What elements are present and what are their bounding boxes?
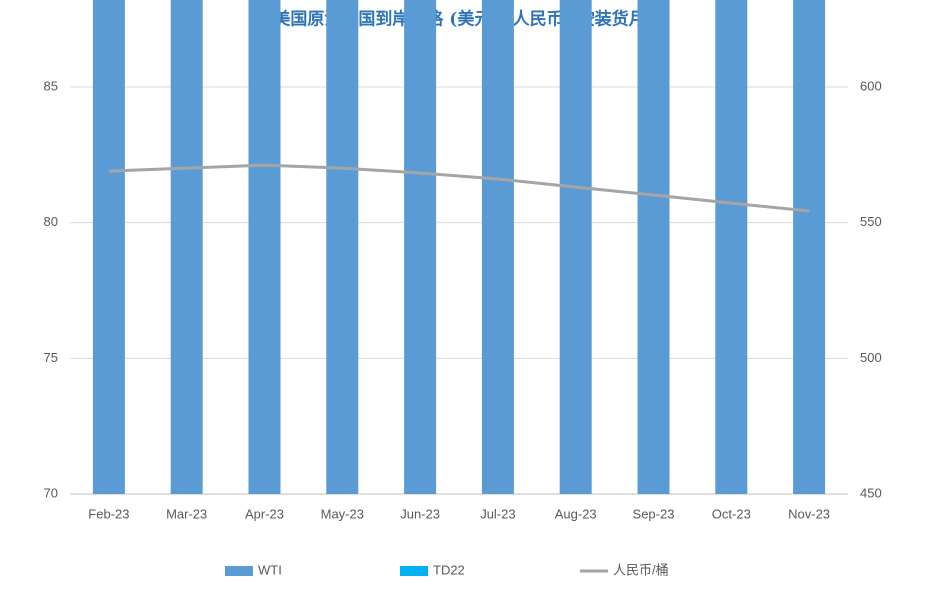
y-tick-label: 70 [44, 485, 58, 500]
x-tick-label: Oct-23 [712, 506, 751, 521]
legend-label: TD22 [433, 562, 465, 577]
x-tick-label: Sep-23 [633, 506, 675, 521]
x-tick-label: Apr-23 [245, 506, 284, 521]
y-tick-label: 75 [44, 350, 58, 365]
x-tick-label: Aug-23 [555, 506, 597, 521]
bar-segment [793, 0, 826, 494]
bar-segment [715, 0, 748, 494]
y-tick-label: 80 [44, 214, 58, 229]
legend-swatch [400, 566, 428, 576]
y2-tick-label: 550 [860, 214, 882, 229]
y2-tick-label: 450 [860, 485, 882, 500]
legend-label: 人民币/桶 [613, 562, 669, 577]
line-series [108, 163, 810, 213]
x-tick-label: Mar-23 [166, 506, 207, 521]
y2-tick-label: 600 [860, 78, 882, 93]
bar-segment [248, 0, 281, 494]
bar-segment [404, 0, 437, 494]
bar-segment [326, 0, 359, 495]
x-tick-label: Nov-23 [788, 506, 830, 521]
y2-tick-label: 500 [860, 350, 882, 365]
x-tick-label: Jul-23 [480, 506, 515, 521]
bar-segment [637, 0, 670, 494]
y-tick-label: 85 [44, 78, 58, 93]
x-tick-label: Jun-23 [400, 506, 440, 521]
x-tick-label: Feb-23 [88, 506, 129, 521]
x-tick-label: May-23 [321, 506, 364, 521]
bar-segment [559, 0, 592, 494]
legend-label: WTI [258, 562, 282, 577]
bar-segment [170, 0, 203, 494]
legend-swatch [225, 566, 253, 576]
bar-segment [92, 0, 125, 495]
bar-segment [481, 0, 514, 495]
